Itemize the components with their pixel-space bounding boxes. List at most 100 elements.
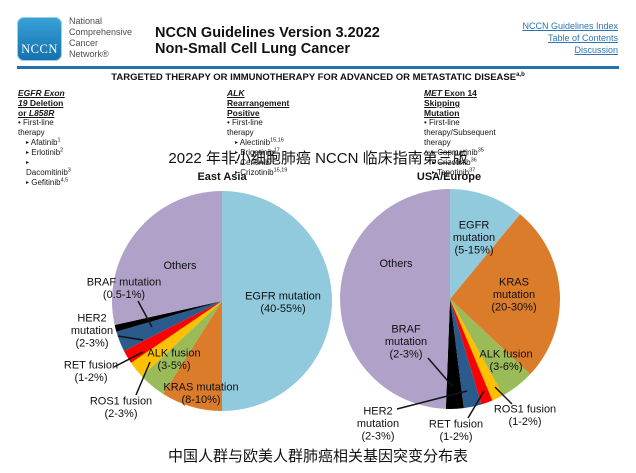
sub-bullet-triangle-icon: ▸ [235, 149, 239, 156]
pie-slice-east-asia-ret-fusion [123, 301, 222, 363]
nccn-logo-text: NCCN [21, 42, 58, 56]
sub-bullet-triangle-icon: ▸ [26, 149, 30, 156]
pie-label-braf-mutation: BRAF [391, 323, 421, 335]
label-leader-line [137, 300, 153, 328]
pie-label-her2-mutation: mutation [71, 325, 113, 337]
drug-item: ▸ Dacomitinib3 [26, 159, 71, 177]
footnote-reference: 18 [269, 157, 276, 164]
pie-title-usa-europe: USA/Europe [416, 171, 482, 183]
drug-item: ▸ Brigatinib17 [235, 147, 280, 157]
sub-bullet-triangle-icon: ▸ [235, 169, 239, 176]
footnote-reference: 35 [477, 147, 484, 154]
pie-slice-east-asia-her2-mutation [116, 301, 222, 351]
org-name-line: Comprehensive [69, 27, 133, 37]
drug-item: ▸ Erlotinib2 [26, 147, 64, 157]
therapy-line-label: • First-line therapy [18, 118, 54, 137]
footnote-reference: 15,16 [270, 137, 284, 144]
guidelines-version-title: NCCN Guidelines Version 3.2022 [155, 25, 380, 41]
footnote-reference: 1 [57, 137, 61, 144]
biomarker-heading: MET Exon 14 Skipping Mutation [424, 88, 477, 118]
sub-bullet-triangle-icon: ▸ [26, 179, 30, 186]
pie-label-braf-mutation: BRAF mutation [87, 277, 162, 289]
label-leader-line [396, 390, 468, 410]
pie-label-braf-mutation: (0.5-1%) [103, 289, 145, 301]
pie-label-braf-mutation: (2-3%) [389, 348, 422, 360]
label-leader-line [113, 351, 144, 368]
pie-slice-usa-europe-her2-mutation [450, 299, 482, 409]
sub-bullet-triangle-icon: ▸ [432, 149, 436, 156]
footnote-reference: 4,5 [60, 177, 69, 184]
nccn-logo: NCCN [17, 17, 62, 61]
chinese-caption-bottom: 中国人群与欧美人群肺癌相关基因突变分布表 [167, 448, 468, 465]
pie-label-alk-fusion: (3-5%) [157, 360, 190, 372]
pie-slice-east-asia-egfr-mutation [222, 191, 332, 411]
label-leader-line [427, 357, 454, 388]
pie-label-ros1-fusion: ROS1 fusion [494, 404, 556, 416]
pie-label-kras-mutation: (20-30%) [491, 301, 536, 313]
drug-item: ▸ Tepotinib37 [432, 167, 476, 177]
biomarker-heading: ALK Rearrangement Positive [227, 88, 290, 118]
label-leader-line [117, 335, 144, 341]
drug-item: ▸ Alectinib15,16 [235, 137, 284, 147]
pie-label-egfr-mutation: (5-15%) [454, 244, 493, 256]
label-leader-line [494, 386, 513, 405]
pie-slice-usa-europe-alk-fusion [450, 299, 531, 396]
pie-label-kras-mutation: mutation [493, 289, 535, 301]
pie-slice-usa-europe-ros1-fusion [450, 299, 503, 401]
pie-label-ros1-fusion: ROS1 fusion [90, 396, 152, 408]
pie-label-ret-fusion: RET fusion [64, 360, 118, 372]
therapy-line-label: • First-line therapy [227, 118, 263, 137]
pie-label-egfr-mutation: (40-55%) [260, 303, 305, 315]
pie-label-ret-fusion: (1-2%) [439, 431, 472, 443]
org-name-line: Cancer [69, 38, 99, 48]
biomarker-heading: EGFR Exon 19 Deletion or L858R [18, 88, 65, 118]
sub-bullet-triangle-icon: ▸ [235, 139, 239, 146]
therapy-line-label: • First-line therapy/Subsequent therapy [424, 118, 496, 147]
pie-slice-usa-europe-egfr-mutation [450, 189, 521, 299]
link-table-of-contents[interactable]: Table of Contents [547, 33, 618, 43]
therapy-section-heading: TARGETED THERAPY OR IMMUNOTHERAPY FOR AD… [111, 72, 525, 84]
pie-label-others: Others [379, 258, 413, 270]
pie-slice-east-asia-kras-mutation [163, 301, 222, 411]
pie-label-braf-mutation: mutation [385, 336, 427, 348]
label-leader-line [135, 361, 151, 396]
footnote-reference: 36 [470, 157, 477, 164]
pie-label-kras-mutation: KRAS [499, 276, 529, 288]
pie-label-egfr-mutation: EGFR [459, 219, 490, 231]
pie-label-egfr-mutation: mutation [453, 232, 495, 244]
therapy-column: EGFR Exon 19 Deletion or L858R • First-li… [18, 88, 71, 188]
footnote-reference: 3 [67, 167, 71, 174]
org-name-line: National [69, 16, 103, 26]
pie-slice-east-asia-ros1-fusion [131, 301, 222, 377]
pie-label-ros1-fusion: (1-2%) [508, 416, 541, 428]
cancer-type-title: Non-Small Cell Lung Cancer [155, 41, 350, 57]
link-discussion[interactable]: Discussion [574, 45, 618, 55]
pie-label-her2-mutation: HER2 [77, 312, 106, 324]
header-links: NCCN Guidelines Index Table of Contents … [522, 20, 618, 56]
pie-slice-usa-europe-others [340, 189, 450, 409]
pie-slice-east-asia-others [111, 191, 222, 325]
sub-bullet-triangle-icon: ▸ [432, 159, 436, 166]
pie-slice-usa-europe-braf-mutation [445, 299, 464, 409]
footnote-reference: 17 [273, 147, 280, 154]
pie-slice-usa-europe-ret-fusion [450, 299, 493, 405]
link-guidelines-index[interactable]: NCCN Guidelines Index [522, 21, 618, 31]
pie-label-her2-mutation: (2-3%) [75, 337, 108, 349]
pie-label-kras-mutation: KRAS mutation [163, 382, 238, 394]
drug-item: ▸ Capmatinib35 [432, 147, 484, 157]
pie-title-east-asia: East Asia [197, 171, 247, 183]
chinese-caption-top: 2022 年非小细胞肺癌 NCCN 临床指南第三版 [168, 150, 468, 167]
pie-slice-usa-europe-kras-mutation [450, 214, 561, 375]
drug-item: ▸ Gefitinib4,5 [26, 177, 69, 187]
therapy-column: MET Exon 14 Skipping Mutation • First-lin… [424, 88, 496, 178]
pie-label-her2-mutation: mutation [357, 418, 399, 430]
sub-bullet-triangle-icon: ▸ [26, 159, 30, 166]
pie-slice-east-asia-alk-fusion [141, 301, 222, 394]
drug-item: ▸ Afatinib1 [26, 137, 61, 147]
footnote-reference: 15,19 [273, 167, 288, 174]
pie-label-others: Others [163, 260, 197, 272]
heading-footnote-sup: a,b [516, 72, 525, 78]
pie-label-alk-fusion: ALK fusion [479, 349, 532, 361]
